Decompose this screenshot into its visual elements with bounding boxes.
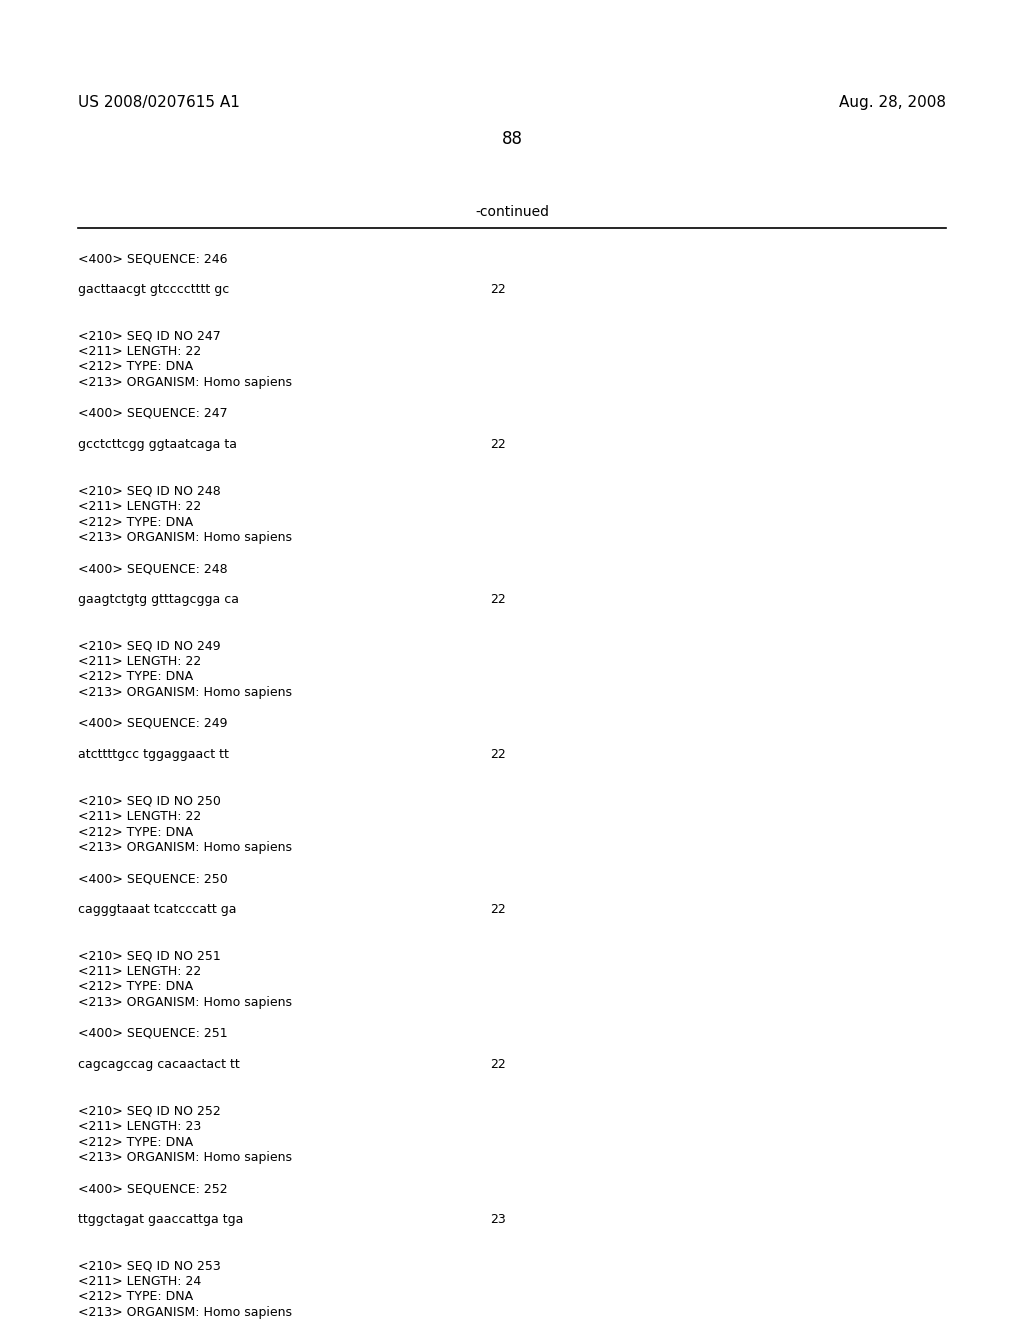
Text: <213> ORGANISM: Homo sapiens: <213> ORGANISM: Homo sapiens xyxy=(78,1305,292,1319)
Text: <210> SEQ ID NO 249: <210> SEQ ID NO 249 xyxy=(78,639,220,652)
Text: 22: 22 xyxy=(490,593,506,606)
Text: <210> SEQ ID NO 250: <210> SEQ ID NO 250 xyxy=(78,795,221,808)
Text: <213> ORGANISM: Homo sapiens: <213> ORGANISM: Homo sapiens xyxy=(78,997,292,1008)
Text: <212> TYPE: DNA: <212> TYPE: DNA xyxy=(78,671,194,684)
Text: <400> SEQUENCE: 249: <400> SEQUENCE: 249 xyxy=(78,717,227,730)
Text: <211> LENGTH: 24: <211> LENGTH: 24 xyxy=(78,1275,202,1288)
Text: 23: 23 xyxy=(490,1213,506,1226)
Text: <210> SEQ ID NO 251: <210> SEQ ID NO 251 xyxy=(78,949,221,962)
Text: gacttaacgt gtcccctttt gc: gacttaacgt gtcccctttt gc xyxy=(78,282,229,296)
Text: <213> ORGANISM: Homo sapiens: <213> ORGANISM: Homo sapiens xyxy=(78,531,292,544)
Text: <210> SEQ ID NO 247: <210> SEQ ID NO 247 xyxy=(78,330,221,342)
Text: <400> SEQUENCE: 246: <400> SEQUENCE: 246 xyxy=(78,252,227,265)
Text: <210> SEQ ID NO 252: <210> SEQ ID NO 252 xyxy=(78,1105,221,1118)
Text: <400> SEQUENCE: 250: <400> SEQUENCE: 250 xyxy=(78,873,227,884)
Text: <212> TYPE: DNA: <212> TYPE: DNA xyxy=(78,360,194,374)
Text: <212> TYPE: DNA: <212> TYPE: DNA xyxy=(78,825,194,838)
Text: <212> TYPE: DNA: <212> TYPE: DNA xyxy=(78,981,194,994)
Text: <213> ORGANISM: Homo sapiens: <213> ORGANISM: Homo sapiens xyxy=(78,841,292,854)
Text: 22: 22 xyxy=(490,282,506,296)
Text: 88: 88 xyxy=(502,129,522,148)
Text: 22: 22 xyxy=(490,748,506,762)
Text: gcctcttcgg ggtaatcaga ta: gcctcttcgg ggtaatcaga ta xyxy=(78,438,237,451)
Text: <400> SEQUENCE: 252: <400> SEQUENCE: 252 xyxy=(78,1181,227,1195)
Text: <211> LENGTH: 22: <211> LENGTH: 22 xyxy=(78,965,202,978)
Text: <213> ORGANISM: Homo sapiens: <213> ORGANISM: Homo sapiens xyxy=(78,1151,292,1164)
Text: Aug. 28, 2008: Aug. 28, 2008 xyxy=(839,95,946,110)
Text: <210> SEQ ID NO 253: <210> SEQ ID NO 253 xyxy=(78,1259,221,1272)
Text: <400> SEQUENCE: 251: <400> SEQUENCE: 251 xyxy=(78,1027,227,1040)
Text: <211> LENGTH: 22: <211> LENGTH: 22 xyxy=(78,810,202,822)
Text: US 2008/0207615 A1: US 2008/0207615 A1 xyxy=(78,95,240,110)
Text: <211> LENGTH: 23: <211> LENGTH: 23 xyxy=(78,1119,202,1133)
Text: <213> ORGANISM: Homo sapiens: <213> ORGANISM: Homo sapiens xyxy=(78,376,292,389)
Text: 22: 22 xyxy=(490,438,506,451)
Text: <210> SEQ ID NO 248: <210> SEQ ID NO 248 xyxy=(78,484,221,498)
Text: <211> LENGTH: 22: <211> LENGTH: 22 xyxy=(78,345,202,358)
Text: 22: 22 xyxy=(490,903,506,916)
Text: ttggctagat gaaccattga tga: ttggctagat gaaccattga tga xyxy=(78,1213,244,1226)
Text: <212> TYPE: DNA: <212> TYPE: DNA xyxy=(78,1291,194,1304)
Text: <211> LENGTH: 22: <211> LENGTH: 22 xyxy=(78,655,202,668)
Text: <400> SEQUENCE: 247: <400> SEQUENCE: 247 xyxy=(78,407,227,420)
Text: -continued: -continued xyxy=(475,205,549,219)
Text: <213> ORGANISM: Homo sapiens: <213> ORGANISM: Homo sapiens xyxy=(78,686,292,700)
Text: <400> SEQUENCE: 248: <400> SEQUENCE: 248 xyxy=(78,562,227,576)
Text: atcttttgcc tggaggaact tt: atcttttgcc tggaggaact tt xyxy=(78,748,229,762)
Text: gaagtctgtg gtttagcgga ca: gaagtctgtg gtttagcgga ca xyxy=(78,593,239,606)
Text: cagcagccag cacaactact tt: cagcagccag cacaactact tt xyxy=(78,1059,240,1071)
Text: <211> LENGTH: 22: <211> LENGTH: 22 xyxy=(78,500,202,513)
Text: 22: 22 xyxy=(490,1059,506,1071)
Text: <212> TYPE: DNA: <212> TYPE: DNA xyxy=(78,1135,194,1148)
Text: <212> TYPE: DNA: <212> TYPE: DNA xyxy=(78,516,194,528)
Text: cagggtaaat tcatcccatt ga: cagggtaaat tcatcccatt ga xyxy=(78,903,237,916)
